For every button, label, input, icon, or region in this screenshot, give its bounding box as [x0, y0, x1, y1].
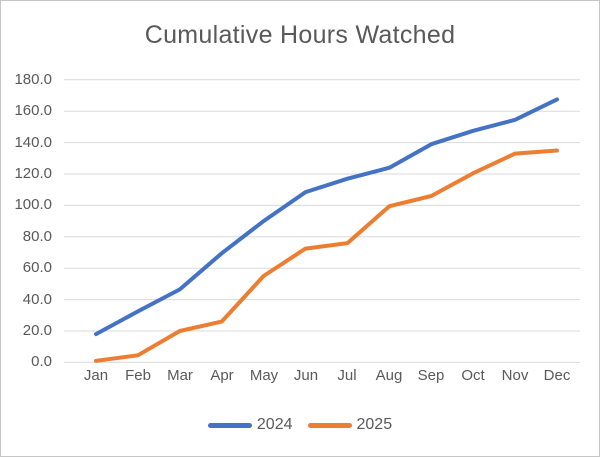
series-line-2024[interactable]	[94, 97, 559, 337]
legend-label-2025: 2025	[356, 416, 393, 433]
y-tick-label-100.0: 100.0	[14, 196, 52, 213]
y-tick-label-180.0: 180.0	[14, 71, 52, 88]
chart-title: Cumulative Hours Watched	[144, 21, 456, 49]
x-tick-label-Sep: Sep	[417, 367, 445, 384]
y-tick-label-60.0: 60.0	[22, 259, 52, 276]
y-tick-label-160.0: 160.0	[14, 102, 52, 119]
x-tick-label-Feb: Feb	[125, 367, 151, 384]
x-tick-label-Apr: Apr	[210, 367, 234, 384]
y-tick-label-120.0: 120.0	[14, 165, 52, 182]
x-tick-label-May: May	[249, 367, 279, 384]
x-tick-label-Nov: Nov	[501, 367, 529, 384]
y-tick-label-140.0: 140.0	[14, 134, 52, 151]
legend-swatch-2024	[207, 422, 252, 428]
x-tick-label-Jun: Jun	[293, 367, 319, 384]
y-tick-label-40.0: 40.0	[22, 291, 52, 308]
legend-label-2024: 2024	[256, 416, 293, 433]
legend-item-2024[interactable]: 2024	[207, 416, 293, 434]
x-tick-label-Jan: Jan	[83, 367, 109, 384]
legend-item-2025[interactable]: 2025	[307, 416, 393, 434]
legend-swatch-2025	[307, 422, 352, 428]
x-tick-label-Dec: Dec	[543, 367, 571, 384]
y-tick-label-80.0: 80.0	[22, 228, 52, 245]
x-tick-label-Mar: Mar	[167, 367, 193, 384]
legend: 2024 2025	[1, 416, 599, 434]
y-tick-label-0.0: 0.0	[31, 353, 52, 370]
x-tick-label-Aug: Aug	[375, 367, 403, 384]
x-tick-label-Jul: Jul	[337, 367, 357, 384]
series-line-2025[interactable]	[94, 148, 559, 363]
x-tick-label-Oct: Oct	[461, 367, 485, 384]
y-tick-label-20.0: 20.0	[22, 322, 52, 339]
